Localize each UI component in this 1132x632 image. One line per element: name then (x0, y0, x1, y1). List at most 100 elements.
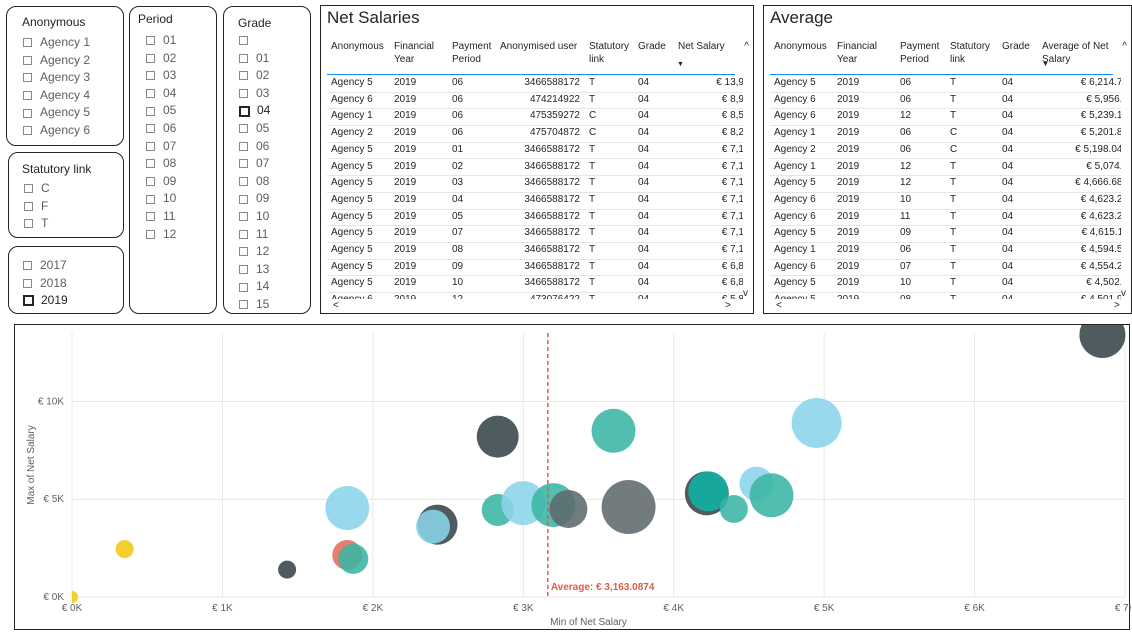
checkbox-icon[interactable] (146, 106, 155, 116)
slicer-item[interactable]: 14 (239, 278, 270, 296)
table-row[interactable]: Agency 5 2019 08 3466588172 T 04 € 7,1 (327, 242, 743, 260)
checkbox-icon[interactable] (239, 265, 248, 275)
column-header[interactable]: Net Salary (678, 41, 725, 52)
table-row[interactable]: Agency 6 2019 11 T 04 € 4,623.28 (770, 209, 1121, 227)
slicer-item[interactable]: 11 (239, 226, 270, 244)
column-header[interactable]: Average of Net Salary (1042, 41, 1109, 65)
table-row[interactable]: Agency 6 2019 06 T 04 € 5,956.2 (770, 92, 1121, 110)
column-header[interactable]: Financial Year (837, 41, 878, 65)
slicer-item[interactable]: C (24, 180, 50, 198)
table-row[interactable]: Agency 1 2019 06 T 04 € 4,594.55 (770, 242, 1121, 260)
scroll-right-icon[interactable]: > (725, 300, 731, 311)
table-row[interactable]: Agency 2 2019 06 C 04 € 5,198.043 (770, 142, 1121, 160)
checkbox-icon[interactable] (239, 89, 248, 99)
checkbox-icon[interactable] (146, 53, 155, 63)
scroll-up-icon[interactable]: ^ (744, 41, 749, 52)
scatter-point[interactable] (278, 560, 297, 579)
slicer-item[interactable]: 01 (146, 32, 176, 50)
checkbox-icon[interactable] (146, 36, 155, 46)
table-row[interactable]: Agency 1 2019 06 475359272 C 04 € 8,5 (327, 108, 743, 127)
scroll-left-icon[interactable]: < (333, 300, 339, 311)
scroll-right-icon[interactable]: > (1114, 300, 1120, 311)
scatter-point[interactable] (338, 543, 369, 574)
checkbox-icon[interactable] (239, 194, 248, 204)
checkbox-icon[interactable] (146, 71, 155, 81)
column-header[interactable]: Financial Year (394, 41, 435, 65)
table-row[interactable]: Agency 5 2019 06 3466588172 T 04 € 13,9 (327, 75, 743, 93)
scatter-point[interactable] (549, 490, 588, 528)
scatter-point[interactable] (591, 408, 636, 453)
checkbox-icon[interactable] (23, 38, 32, 48)
checkbox-icon[interactable] (146, 159, 155, 169)
table-row[interactable]: Agency 5 2019 10 3466588172 T 04 € 6,8 (327, 275, 743, 294)
table-row[interactable]: Agency 5 2019 10 T 04 € 4,502.7 (770, 275, 1121, 294)
slicer-item[interactable]: 12 (239, 243, 270, 261)
scroll-up-icon[interactable]: ^ (1122, 41, 1127, 52)
column-header[interactable]: Anonymous (331, 41, 384, 52)
slicer-item[interactable]: Agency 1 (23, 34, 90, 52)
table-row[interactable]: Agency 5 2019 02 3466588172 T 04 € 7,1 (327, 159, 743, 177)
slicer-item[interactable]: 02 (239, 67, 270, 85)
slicer-item[interactable]: 09 (239, 190, 270, 208)
slicer-item[interactable]: 11 (146, 208, 176, 226)
table-row[interactable]: Agency 5 2019 12 T 04 € 4,666.686 (770, 175, 1121, 193)
column-header[interactable]: Payment Period (452, 41, 492, 65)
checkbox-icon[interactable] (24, 219, 33, 229)
slicer-item[interactable]: 04 (239, 102, 270, 120)
slicer-item[interactable]: T (24, 215, 50, 233)
checkbox-icon[interactable] (23, 55, 32, 65)
slicer-item[interactable] (239, 32, 270, 50)
scatter-point[interactable] (325, 486, 370, 531)
slicer-item[interactable]: 09 (146, 173, 176, 191)
table-row[interactable]: Agency 6 2019 06 474214922 T 04 € 8,9 (327, 92, 743, 110)
sort-descending-icon[interactable]: ▼ (1042, 61, 1049, 68)
checkbox-icon[interactable] (146, 89, 155, 99)
column-header[interactable]: Anonymous (774, 41, 827, 52)
table-row[interactable]: Agency 6 2019 10 T 04 € 4,623.28 (770, 192, 1121, 210)
checkbox-icon[interactable] (239, 141, 248, 151)
slicer-item[interactable]: Agency 5 (23, 104, 90, 122)
slicer-item[interactable]: 10 (239, 208, 270, 226)
slicer-item[interactable]: 03 (239, 85, 270, 103)
slicer-item[interactable]: 05 (146, 102, 176, 120)
slicer-item[interactable]: 07 (239, 155, 270, 173)
checkbox-icon[interactable] (23, 108, 32, 118)
checkbox-icon[interactable] (23, 278, 32, 288)
table-row[interactable]: Agency 5 2019 07 3466588172 T 04 € 7,1 (327, 225, 743, 243)
checkbox-icon[interactable] (239, 36, 248, 46)
slicer-item[interactable]: 06 (146, 120, 176, 138)
scatter-point[interactable] (1079, 325, 1126, 358)
table-row[interactable]: Agency 5 2019 04 3466588172 T 04 € 7,1 (327, 192, 743, 210)
checkbox-checked-icon[interactable] (23, 295, 34, 307)
checkbox-icon[interactable] (146, 194, 155, 204)
slicer-item[interactable]: 04 (146, 85, 176, 103)
scatter-point[interactable] (719, 495, 748, 523)
slicer-item[interactable]: Agency 4 (23, 87, 90, 105)
table-row[interactable]: Agency 5 2019 06 T 04 € 6,214.77 (770, 75, 1121, 93)
slicer-item[interactable]: 2019 (23, 292, 68, 310)
table-row[interactable]: Agency 6 2019 12 T 04 € 5,239.14 (770, 108, 1121, 127)
scatter-point[interactable] (476, 415, 519, 458)
scatter-point[interactable] (66, 591, 78, 603)
table-row[interactable]: Agency 2 2019 06 475704872 C 04 € 8,2 (327, 125, 743, 143)
column-header[interactable]: Statutory link (950, 41, 991, 65)
scroll-down-icon[interactable]: v (743, 288, 748, 299)
slicer-item[interactable]: 10 (146, 190, 176, 208)
column-header[interactable]: Grade (638, 41, 666, 52)
checkbox-icon[interactable] (146, 177, 155, 187)
slicer-item[interactable]: Agency 6 (23, 122, 90, 140)
slicer-item[interactable]: 02 (146, 50, 176, 68)
table-row[interactable]: Agency 1 2019 06 C 04 € 5,201.81 (770, 125, 1121, 143)
table-row[interactable]: Agency 5 2019 09 3466588172 T 04 € 6,8 (327, 259, 743, 277)
slicer-item[interactable]: 08 (146, 155, 176, 173)
checkbox-icon[interactable] (23, 91, 32, 101)
checkbox-icon[interactable] (239, 71, 248, 81)
checkbox-icon[interactable] (24, 201, 33, 211)
scroll-left-icon[interactable]: < (776, 300, 782, 311)
checkbox-checked-icon[interactable] (239, 105, 250, 117)
slicer-item[interactable]: 2018 (23, 275, 68, 293)
checkbox-icon[interactable] (239, 177, 248, 187)
checkbox-icon[interactable] (23, 261, 32, 271)
